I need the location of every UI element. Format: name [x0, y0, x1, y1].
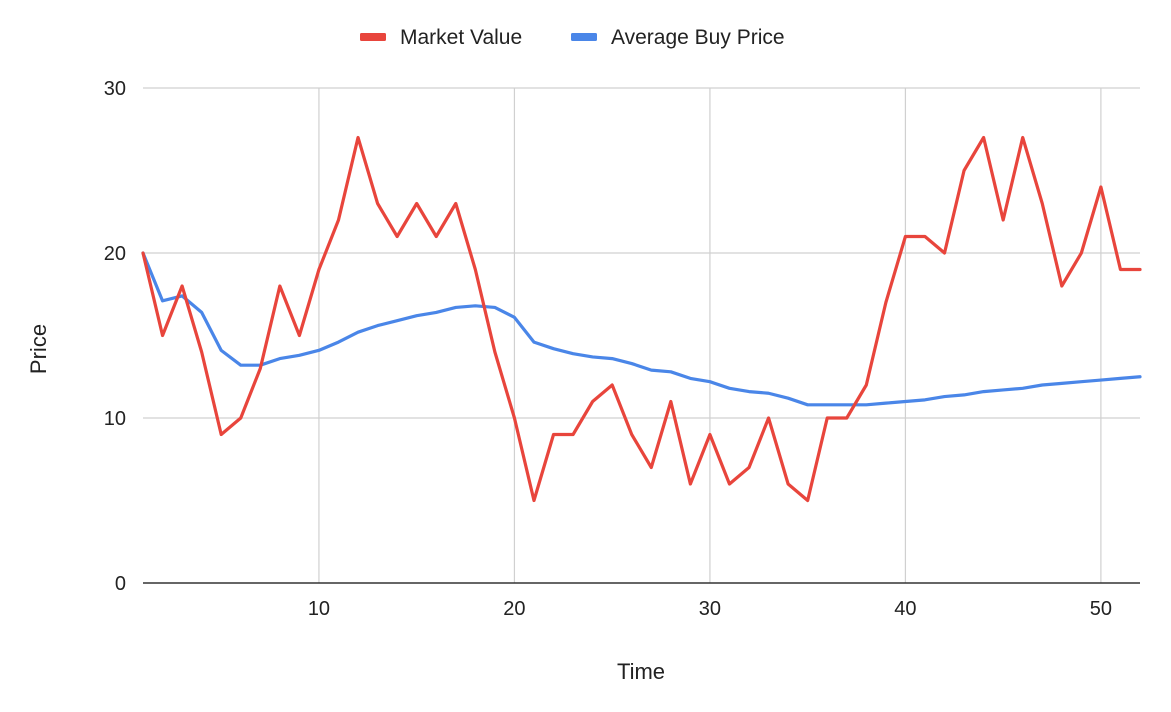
y-axis-title: Price [26, 324, 51, 374]
legend-label: Market Value [400, 26, 522, 49]
y-tick-label: 0 [115, 573, 126, 595]
x-tick-label: 40 [894, 598, 916, 620]
y-tick-label: 30 [104, 78, 126, 100]
legend-item-average-buy-price[interactable]: Average Buy Price [571, 26, 785, 49]
series-line-market-value [141, 135, 1142, 503]
x-tick-label: 50 [1090, 598, 1112, 620]
legend[interactable]: Market Value Average Buy Price [360, 26, 785, 49]
x-tick-label: 10 [308, 598, 330, 620]
x-tick-label: 20 [503, 598, 525, 620]
legend-label: Average Buy Price [611, 26, 785, 49]
x-axis-title: Time [617, 659, 665, 684]
y-tick-label: 10 [104, 408, 126, 430]
x-tick-label: 30 [699, 598, 721, 620]
series-line-average-buy-price [141, 251, 1142, 407]
legend-swatch [571, 33, 597, 41]
axis-layer: 0 10 20 30 10 20 30 40 50 [104, 78, 1140, 620]
series-layer [141, 135, 1142, 503]
legend-item-market-value[interactable]: Market Value [360, 26, 522, 49]
grid-layer [143, 87, 1140, 583]
y-tick-label: 20 [104, 243, 126, 265]
legend-swatch [360, 33, 386, 41]
